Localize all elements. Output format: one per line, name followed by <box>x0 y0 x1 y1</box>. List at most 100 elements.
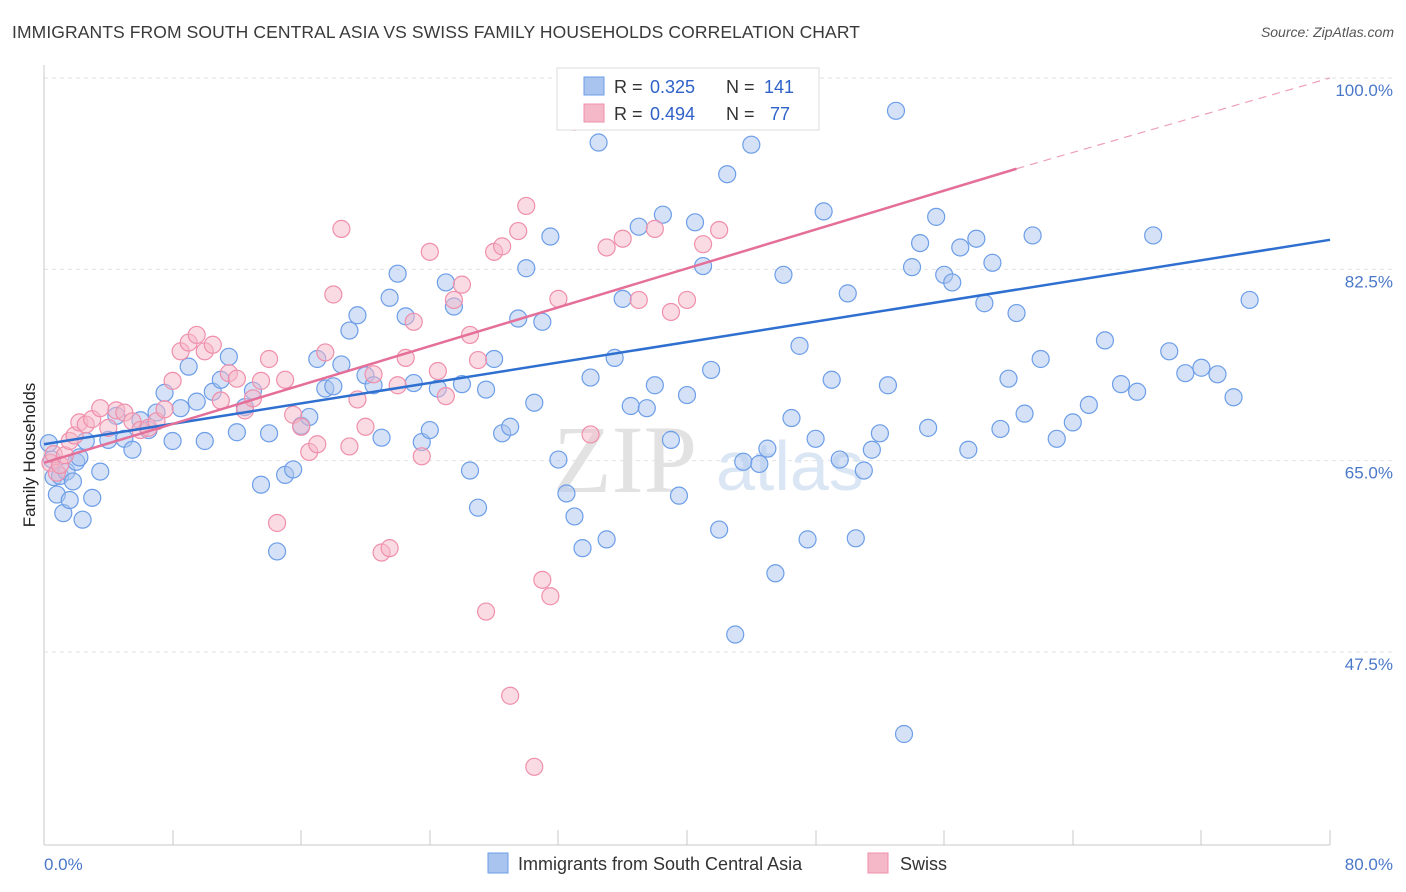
point-immigrants <box>838 284 857 303</box>
point-immigrants <box>163 431 182 451</box>
point-swiss <box>710 220 729 240</box>
point-immigrants <box>846 529 865 548</box>
x-ticks <box>43 830 1331 845</box>
point-swiss <box>187 325 206 345</box>
point-immigrants <box>702 360 721 380</box>
point-swiss <box>581 425 600 444</box>
point-immigrants <box>1031 349 1050 369</box>
point-immigrants <box>348 306 367 325</box>
point-immigrants <box>774 265 793 284</box>
point-immigrants <box>501 417 520 436</box>
point-swiss <box>428 361 447 381</box>
point-immigrants <box>227 423 246 442</box>
point-swiss <box>677 290 697 310</box>
point-swiss <box>203 335 222 354</box>
point-immigrants <box>854 461 873 480</box>
point-swiss <box>436 387 455 406</box>
legend-bottom-label-swiss: Swiss <box>900 854 947 874</box>
point-immigrants <box>91 462 110 481</box>
point-immigrants <box>195 431 214 451</box>
point-swiss <box>316 343 335 362</box>
point-swiss <box>468 350 488 370</box>
point-immigrants <box>870 424 890 443</box>
point-immigrants <box>766 564 785 583</box>
point-immigrants <box>975 294 994 313</box>
point-immigrants <box>372 428 391 447</box>
y-axis-label: Family Households <box>20 383 39 528</box>
trend-line-immigrants <box>43 238 1331 446</box>
point-immigrants <box>1063 413 1082 432</box>
point-swiss <box>629 290 648 310</box>
point-swiss <box>332 219 351 238</box>
point-immigrants <box>589 133 608 152</box>
point-swiss <box>324 285 343 304</box>
point-swiss <box>404 312 423 331</box>
point-immigrants <box>983 253 1002 272</box>
point-immigrants <box>1023 226 1042 245</box>
point-immigrants <box>251 475 271 494</box>
point-swiss <box>597 238 616 257</box>
legend-bottom-label-immigrants: Immigrants from South Central Asia <box>518 854 803 874</box>
legend-r-value-1: 0.325 <box>650 77 695 97</box>
point-immigrants <box>436 273 455 292</box>
point-immigrants <box>1079 395 1098 415</box>
point-immigrants <box>999 369 1018 388</box>
point-immigrants <box>476 380 496 399</box>
point-immigrants <box>734 452 753 471</box>
point-immigrants <box>677 385 697 405</box>
point-immigrants <box>927 207 946 226</box>
legend-n-value-1: 141 <box>764 77 794 97</box>
point-swiss <box>163 371 182 390</box>
point-immigrants <box>1224 388 1243 407</box>
point-immigrants <box>991 419 1010 439</box>
point-swiss <box>533 570 552 589</box>
legend-bottom-swatch-immigrants <box>487 852 509 874</box>
point-swiss <box>259 349 279 369</box>
point-immigrants <box>726 625 745 644</box>
point-immigrants <box>597 530 616 549</box>
point-immigrants <box>187 392 206 411</box>
point-immigrants <box>123 440 142 459</box>
point-immigrants <box>637 399 656 418</box>
chart-title: IMMIGRANTS FROM SOUTH CENTRAL ASIA VS SW… <box>12 22 861 42</box>
point-immigrants <box>1208 365 1227 384</box>
point-immigrants <box>63 472 83 491</box>
point-swiss <box>444 290 464 310</box>
point-swiss <box>364 365 383 384</box>
chart-source: Source: ZipAtlas.com <box>1260 24 1394 40</box>
point-immigrants <box>284 460 303 479</box>
point-immigrants <box>1144 226 1163 245</box>
point-immigrants <box>404 373 423 393</box>
point-immigrants <box>1176 364 1195 383</box>
point-immigrants <box>460 461 480 480</box>
point-immigrants <box>420 420 439 440</box>
point-immigrants <box>259 424 279 443</box>
point-immigrants <box>324 377 343 396</box>
y-tick-label: 100.0% <box>1335 81 1393 100</box>
trend-lines <box>43 77 1331 465</box>
point-immigrants <box>919 418 938 437</box>
point-swiss <box>541 587 560 606</box>
point-swiss <box>517 196 536 216</box>
y-tick-label: 82.5% <box>1345 272 1393 291</box>
point-immigrants <box>661 430 681 449</box>
point-immigrants <box>902 258 922 277</box>
point-swiss <box>420 242 439 261</box>
point-immigrants <box>1160 342 1179 361</box>
point-immigrants <box>73 510 92 529</box>
point-immigrants <box>1192 358 1211 377</box>
point-immigrants <box>179 357 198 376</box>
point-immigrants <box>549 450 568 469</box>
y-tick-label: 65.0% <box>1345 464 1393 483</box>
point-immigrants <box>685 213 705 232</box>
legend-r-value-2: 0.494 <box>650 104 695 124</box>
point-swiss <box>509 221 528 241</box>
point-immigrants <box>517 259 536 278</box>
point-swiss <box>267 513 287 533</box>
point-swiss <box>493 237 512 256</box>
point-immigrants <box>581 368 600 387</box>
point-immigrants <box>533 312 552 331</box>
point-swiss <box>645 219 664 238</box>
point-immigrants <box>814 202 833 221</box>
